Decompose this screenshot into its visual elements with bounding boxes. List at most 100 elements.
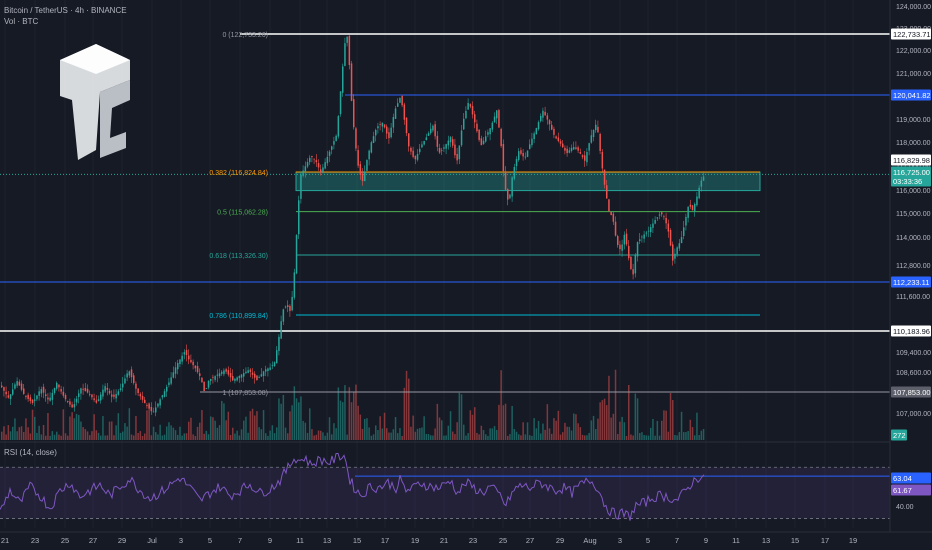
candle-body [64, 395, 67, 400]
candle-body [31, 399, 34, 403]
volume-bar [469, 410, 472, 440]
time-scale[interactable]: 21 23 25 27 29 Jul 3 5 7 9 11 13 15 17 19 21 23 25 27 29 Aug… [0, 531, 932, 545]
volume-bar [146, 410, 148, 440]
candle-body [97, 399, 100, 401]
volume-bar [236, 430, 238, 440]
candle-body [606, 185, 608, 199]
volume-bar [25, 418, 27, 440]
fib-label: 0.618 (113,326.30) [209, 253, 268, 260]
candle-body [80, 388, 82, 394]
candle-body [317, 163, 320, 168]
volume-bar [95, 430, 98, 440]
candle-body [119, 388, 122, 390]
candle-body [568, 150, 571, 153]
volume-bar [181, 435, 183, 440]
volume-bar [504, 403, 507, 440]
candle-body [364, 171, 366, 182]
candle-body [555, 136, 557, 139]
price-label: 116,725.00 [893, 168, 930, 177]
candle-body [456, 154, 458, 161]
volume-bar [229, 434, 232, 440]
date-tick-label: 3 [618, 536, 622, 545]
candle-body [445, 144, 447, 149]
volume-bar [683, 432, 685, 440]
price-label-bg [891, 166, 931, 178]
candle-body [126, 373, 128, 378]
candle-body [212, 376, 214, 378]
candle-body [47, 397, 49, 400]
price-label-bg [891, 276, 931, 288]
candle-body [179, 359, 181, 364]
date-tick-label: 17 [821, 536, 829, 545]
candle-body [227, 370, 230, 375]
candle-body [419, 148, 421, 153]
volume-bar [421, 427, 423, 440]
candle-body [381, 122, 384, 127]
volume-bar [364, 418, 366, 440]
volume-bar [117, 413, 120, 440]
volume-bar [225, 420, 227, 440]
candle-body [661, 212, 663, 215]
volume-bar [614, 369, 617, 440]
volume-bar [218, 425, 221, 440]
candle-body [355, 128, 357, 149]
candle-body [480, 138, 483, 146]
candle-body [324, 162, 326, 169]
volume-bar [67, 435, 69, 440]
volume-bar [320, 430, 322, 440]
volume-bar [89, 435, 91, 440]
candle-body [436, 135, 439, 147]
rsi-line [0, 452, 705, 521]
volume-bar [29, 433, 32, 440]
volume-bar [471, 414, 474, 440]
volume-bar [372, 434, 375, 440]
volume-bar [247, 432, 249, 440]
volume-bar [71, 412, 73, 440]
date-tick-label: 25 [499, 536, 507, 545]
volume-bar [317, 430, 320, 440]
volume-bar [680, 411, 683, 440]
candle-body [133, 375, 135, 383]
candle-body [493, 116, 496, 123]
candle-body [3, 387, 5, 391]
candle-body [641, 236, 643, 238]
candle-body [548, 120, 551, 125]
volume-bar [128, 408, 131, 440]
candle-body [95, 400, 98, 403]
fib-label: 0.382 (116,824.84) [209, 170, 268, 177]
candle-body [667, 223, 670, 232]
price-scale[interactable]: 124,000.00123,000.00122,000.00121,000.00… [889, 0, 932, 550]
volume-bar [47, 413, 49, 440]
horizontal-levels[interactable] [0, 33, 890, 393]
candle-body [267, 368, 269, 371]
volume-bar [603, 398, 606, 440]
candle-body [348, 35, 351, 65]
candle-body [702, 176, 705, 181]
volume-bar [155, 432, 157, 440]
candle-body [412, 150, 414, 157]
volume-bar [641, 432, 643, 440]
volume-bar [64, 433, 67, 440]
date-tick-label: 5 [208, 536, 212, 545]
volume-bar [645, 435, 648, 440]
price-label-bg [891, 154, 931, 166]
volume-bar [23, 431, 25, 440]
candle-body [298, 200, 300, 235]
candle-body [678, 243, 681, 249]
volume-bar [84, 429, 87, 440]
volume-bar [579, 427, 582, 440]
volume-bar [540, 433, 542, 440]
date-tick-label: 13 [762, 536, 770, 545]
volume-bar [652, 418, 654, 440]
volume-bar [581, 434, 584, 440]
candle-body [45, 394, 47, 397]
volume-bar [432, 435, 434, 440]
candle-body [273, 362, 276, 367]
candle-body [535, 128, 538, 135]
price-candles [1, 35, 705, 417]
fib-labels: 0 (122,733.26) 0.382 (116,824.84) 0.5 (115… [209, 32, 268, 397]
candle-body [258, 377, 260, 378]
candle-body [29, 397, 32, 401]
candle-body [276, 350, 278, 364]
